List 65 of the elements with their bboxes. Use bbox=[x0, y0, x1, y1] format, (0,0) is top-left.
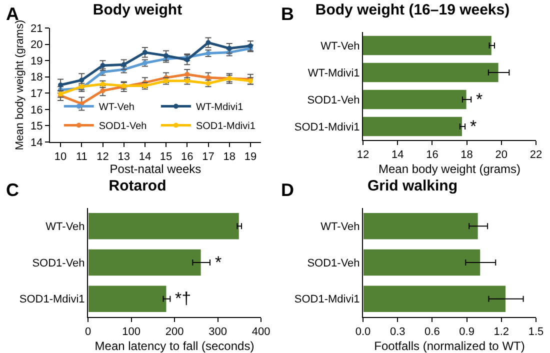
y-tick-label: WT-Mdivi1 bbox=[308, 67, 360, 80]
x-tick-label: 18 bbox=[223, 151, 236, 164]
x-tick-label: 19 bbox=[244, 151, 257, 164]
x-tick-label: 10 bbox=[54, 151, 67, 164]
y-tick-label: 21 bbox=[30, 22, 43, 35]
y-tick-label: 18 bbox=[30, 72, 43, 84]
y-tick-label: 19 bbox=[30, 55, 43, 68]
x-tick-label: 0 bbox=[84, 326, 92, 338]
chart-title: Rotarod bbox=[108, 178, 166, 194]
x-tick-label: 13 bbox=[118, 151, 130, 164]
x-tick-label: 0.6 bbox=[424, 326, 440, 338]
x-axis-title: Post-natal weeks bbox=[110, 162, 202, 176]
y-tick-label: SOD1-Veh bbox=[307, 257, 360, 270]
x-tick-label: 12 bbox=[96, 151, 109, 164]
y-tick-label: SOD1-Mdivi1 bbox=[294, 294, 360, 306]
x-tick-label: 15 bbox=[160, 151, 172, 164]
y-tick-label: 20 bbox=[30, 39, 43, 52]
y-tick-label: WT-Veh bbox=[320, 221, 360, 234]
y-tick-label: SOD1-Veh bbox=[32, 257, 85, 270]
x-tick-label: 14 bbox=[138, 151, 152, 164]
y-tick-label: 17 bbox=[30, 88, 43, 100]
chart-title: Body weight bbox=[92, 2, 182, 18]
x-tick-label: 16 bbox=[181, 151, 194, 164]
x-tick-label: 0.3 bbox=[390, 326, 406, 338]
x-tick-label: 1.2 bbox=[494, 326, 510, 338]
x-tick-label: 1.5 bbox=[528, 326, 544, 338]
x-tick-label: 11 bbox=[76, 151, 88, 164]
x-tick-label: 20 bbox=[495, 149, 508, 162]
chart-title: Grid walking bbox=[367, 178, 458, 194]
y-tick-label: WT-Veh bbox=[320, 40, 360, 52]
x-tick-label: 300 bbox=[208, 326, 227, 338]
x-tick-label: 17 bbox=[202, 151, 214, 164]
x-axis-title: Mean body weight (grams) bbox=[378, 162, 521, 176]
y-tick-label: SOD1-Mdivi1 bbox=[294, 121, 360, 134]
text: B bbox=[281, 4, 294, 24]
text: D bbox=[281, 180, 294, 200]
legend-label: SOD1-Veh bbox=[98, 121, 147, 132]
legend-label: SOD1-Mdivi1 bbox=[196, 121, 256, 132]
annotation: *† bbox=[175, 289, 192, 308]
y-tick-label: SOD1-Veh bbox=[307, 94, 360, 106]
x-tick-label: 22 bbox=[530, 149, 542, 162]
x-tick-label: 16 bbox=[426, 149, 438, 162]
legend-label: WT-Mdivi1 bbox=[196, 102, 244, 114]
y-tick-label: WT-Veh bbox=[46, 221, 85, 234]
x-tick-label: 12 bbox=[356, 149, 370, 162]
x-axis-title: Footfalls (normalized to WT) bbox=[374, 339, 525, 353]
y-tick-label: 16 bbox=[30, 104, 43, 116]
x-tick-label: 200 bbox=[165, 326, 184, 338]
x-tick-label: 100 bbox=[122, 326, 140, 338]
y-tick-label: 15 bbox=[30, 120, 43, 133]
annotation: * bbox=[470, 117, 477, 136]
x-tick-label: 400 bbox=[252, 326, 270, 338]
chart-title: Body weight (16–19 weeks) bbox=[315, 2, 510, 18]
annotation: * bbox=[476, 90, 483, 109]
x-tick-label: 0.9 bbox=[459, 326, 474, 338]
x-tick-label: 14 bbox=[391, 149, 404, 162]
legend-label: WT-Veh bbox=[98, 102, 134, 114]
y-tick-label: 14 bbox=[30, 136, 43, 149]
y-axis-title: Mean body weight (grams) bbox=[14, 20, 26, 150]
x-axis-title: Mean latency to fall (seconds) bbox=[94, 339, 254, 353]
text: C bbox=[6, 180, 19, 200]
y-tick-label: SOD1-Mdivi1 bbox=[19, 294, 85, 306]
annotation: * bbox=[215, 253, 222, 272]
x-tick-label: 18 bbox=[460, 149, 473, 162]
x-tick-label: 0.0 bbox=[355, 326, 371, 338]
